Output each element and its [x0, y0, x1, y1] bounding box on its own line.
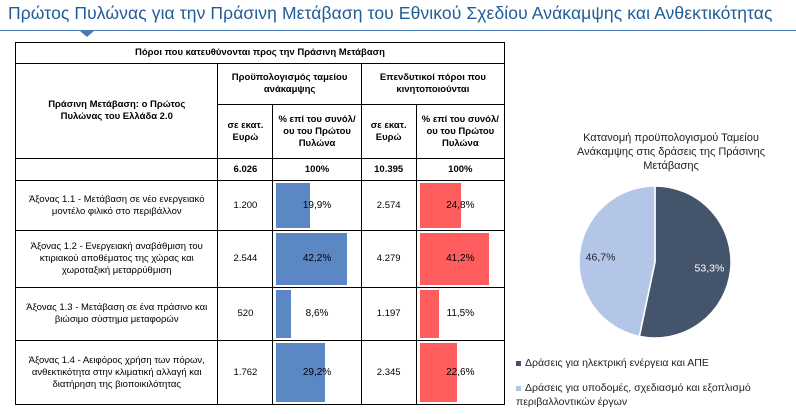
resources-table: Πόροι που κατευθύνονται προς την Πράσινη… [14, 42, 506, 405]
col-header-inv-pct: % επί του συνόλ/ου του Πρώτου Πυλώνα [415, 104, 506, 159]
rrf-pct-bar [276, 183, 310, 228]
rrf-pct-bar [276, 290, 291, 338]
rrf-amount: 1.200 [217, 180, 274, 231]
inv-pct-bar [419, 233, 489, 285]
pie-slice-label: 53,3% [695, 263, 725, 275]
inv-pct-label: 22,6% [446, 366, 475, 378]
inv-pct-bar [419, 343, 458, 402]
table-row: Άξονας 1.3 - Μετάβαση σε ένα πράσινο και… [14, 287, 506, 341]
rrf-amount: 1.762 [217, 340, 274, 405]
table-row: Άξονας 1.4 - Αειφόρος χρήση των πόρων, α… [14, 340, 506, 405]
table-row: Άξονας 1.2 - Ενεργειακή αναβάθμιση του κ… [14, 230, 506, 288]
inv-pct-cell: 11,5% [415, 287, 506, 341]
inv-pct-cell: 41,2% [415, 230, 506, 288]
axis-label: Άξονας 1.2 - Ενεργειακή αναβάθμιση του κ… [14, 230, 219, 288]
legend-label: Δράσεις για υποδομές, σχεδιασμό και εξοπ… [516, 382, 751, 408]
pie-chart: 53,3% 46,7% [578, 185, 732, 339]
rrf-pct-label: 42,2% [302, 253, 332, 264]
pie-slice-label: 46,7% [586, 251, 616, 263]
inv-pct-label: 24,8% [446, 199, 475, 211]
title-divider-notch [80, 31, 94, 37]
inv-pct-label: 11,5% [446, 308, 475, 319]
inv-pct-cell: 22,6% [415, 340, 506, 405]
inv-pct-label: 41,2% [446, 253, 475, 264]
total-rrf-amount: 6.026 [217, 158, 274, 181]
legend-item-infrastructure: Δράσεις για υποδομές, σχεδιασμό και εξοπ… [516, 381, 792, 409]
table-row-header: Πράσινη Μετάβαση: ο Πρώτος Πυλώνας του Ε… [14, 63, 219, 159]
rrf-pct-cell: 29,2% [272, 340, 362, 405]
inv-pct-bar [419, 290, 439, 338]
table-row: Άξονας 1.1 - Μετάβαση σε νέο ενεργειακό … [14, 180, 506, 231]
rrf-pct-bar [276, 233, 348, 285]
rrf-amount: 2.544 [217, 230, 274, 288]
inv-amount: 2.574 [360, 180, 417, 231]
inv-pct-cell: 24,8% [415, 180, 506, 231]
rrf-pct-label: 29,2% [302, 366, 332, 378]
inv-pct-bar [419, 183, 462, 228]
group-header-rrf: Προϋπολογισμός ταμείου ανάκαμψης [217, 63, 362, 105]
inv-amount: 4.279 [360, 230, 417, 288]
rrf-pct-bar [276, 343, 326, 402]
legend-swatch [516, 360, 521, 366]
page-title: Πρώτος Πυλώνας για την Πράσινη Μετάβαση … [8, 3, 773, 23]
total-rrf-pct: 100% [272, 158, 362, 181]
legend-swatch [516, 385, 521, 391]
legend-label: Δράσεις για ηλεκτρική ενέργεια και ΑΠΕ [525, 357, 709, 369]
rrf-pct-cell: 42,2% [272, 230, 362, 288]
rrf-pct-label: 19,9% [302, 199, 332, 211]
pie-slice [578, 185, 656, 338]
legend-item-electricity: Δράσεις για ηλεκτρική ενέργεια και ΑΠΕ [516, 356, 709, 370]
inv-amount: 1.197 [360, 287, 417, 341]
rrf-pct-label: 8,6% [305, 308, 329, 319]
inv-amount: 2.345 [360, 340, 417, 405]
axis-label: Άξονας 1.1 - Μετάβαση σε νέο ενεργειακό … [14, 180, 219, 231]
group-header-investment: Επενδυτικοί πόροι που κινητοποιούνται [360, 63, 506, 105]
col-header-rrf-pct: % επί του συνόλ/ου του Πρώτου Πυλώνα [272, 104, 362, 159]
title-divider [0, 30, 796, 31]
total-inv-amount: 10.395 [360, 158, 417, 181]
totals-label-cell [14, 158, 219, 181]
pie-slice [638, 185, 732, 339]
rrf-pct-cell: 8,6% [272, 287, 362, 341]
axis-label: Άξονας 1.4 - Αειφόρος χρήση των πόρων, α… [14, 340, 219, 405]
axis-label: Άξονας 1.3 - Μετάβαση σε ένα πράσινο και… [14, 287, 219, 341]
rrf-pct-cell: 19,9% [272, 180, 362, 231]
pie-title: Κατανομή προϋπολογισμού Ταμείου Ανάκαμψη… [576, 132, 766, 172]
col-header-inv-amount: σε εκατ. Ευρώ [360, 104, 417, 159]
rrf-amount: 520 [217, 287, 274, 341]
table-top-header: Πόροι που κατευθύνονται προς την Πράσινη… [15, 42, 505, 64]
col-header-rrf-amount: σε εκατ. Ευρώ [217, 104, 274, 159]
total-inv-pct: 100% [415, 158, 506, 181]
